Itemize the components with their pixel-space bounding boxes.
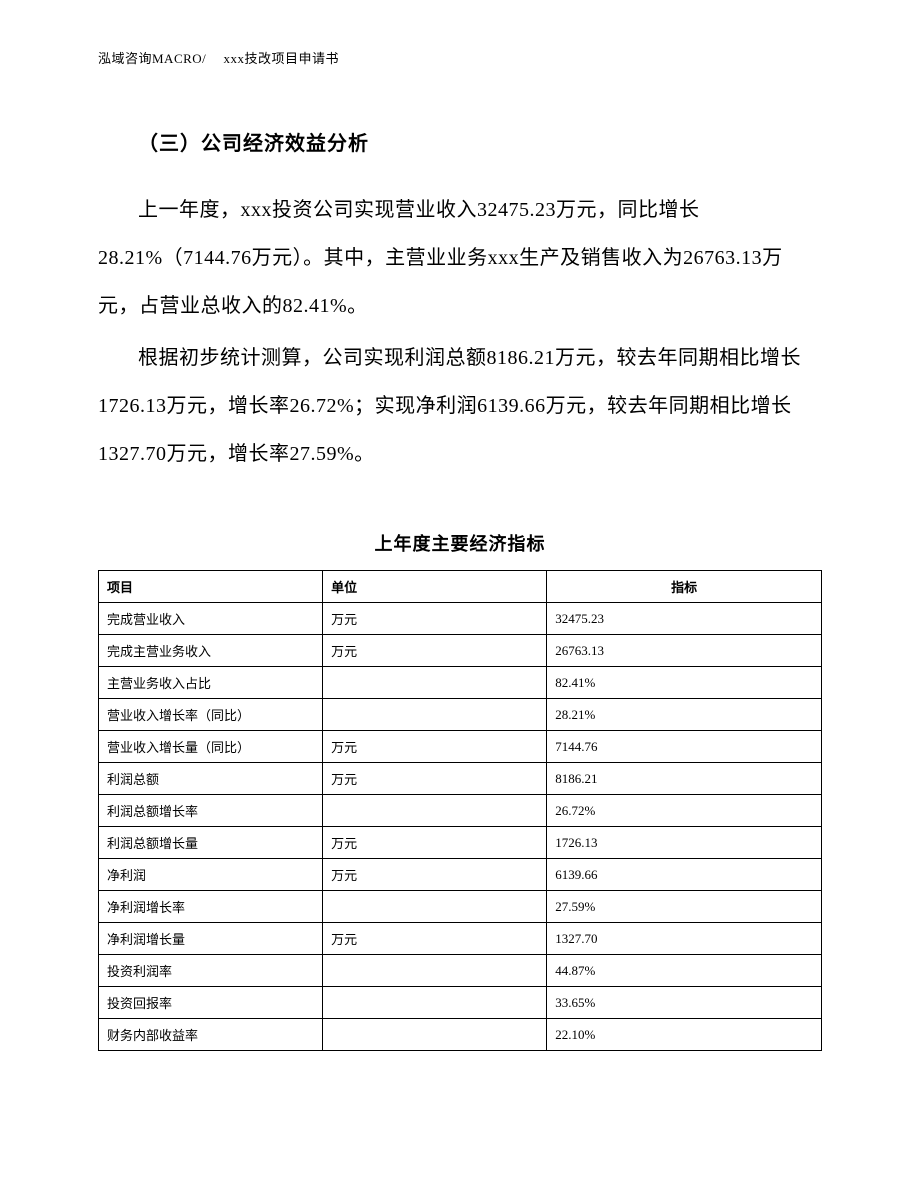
table-cell: 营业收入增长率（同比） bbox=[99, 699, 323, 731]
table-cell: 44.87% bbox=[547, 955, 822, 987]
table-row: 投资利润率 44.87% bbox=[99, 955, 822, 987]
paragraph-1: 上一年度，xxx投资公司实现营业收入32475.23万元，同比增长28.21%（… bbox=[98, 186, 822, 330]
table-row: 完成营业收入万元32475.23 bbox=[99, 603, 822, 635]
table-cell bbox=[323, 955, 547, 987]
table-cell: 22.10% bbox=[547, 1019, 822, 1051]
table-row: 利润总额增长率 26.72% bbox=[99, 795, 822, 827]
table-cell bbox=[323, 667, 547, 699]
table-row: 营业收入增长率（同比） 28.21% bbox=[99, 699, 822, 731]
table-header-project: 项目 bbox=[99, 571, 323, 603]
table-cell bbox=[323, 1019, 547, 1051]
table-row: 投资回报率 33.65% bbox=[99, 987, 822, 1019]
table-cell: 财务内部收益率 bbox=[99, 1019, 323, 1051]
table-cell: 万元 bbox=[323, 763, 547, 795]
table-row: 净利润增长率 27.59% bbox=[99, 891, 822, 923]
table-cell: 完成营业收入 bbox=[99, 603, 323, 635]
table-cell bbox=[323, 699, 547, 731]
table-cell: 万元 bbox=[323, 603, 547, 635]
table-cell: 26.72% bbox=[547, 795, 822, 827]
section-title: （三）公司经济效益分析 bbox=[98, 127, 822, 156]
table-cell: 净利润增长率 bbox=[99, 891, 323, 923]
table-cell: 利润总额增长率 bbox=[99, 795, 323, 827]
table-row: 主营业务收入占比 82.41% bbox=[99, 667, 822, 699]
table-cell: 投资利润率 bbox=[99, 955, 323, 987]
table-cell: 8186.21 bbox=[547, 763, 822, 795]
table-cell: 1327.70 bbox=[547, 923, 822, 955]
table-body: 完成营业收入万元32475.23完成主营业务收入万元26763.13主营业务收入… bbox=[99, 603, 822, 1051]
table-cell: 27.59% bbox=[547, 891, 822, 923]
table-cell bbox=[323, 987, 547, 1019]
table-cell: 82.41% bbox=[547, 667, 822, 699]
table-cell: 完成主营业务收入 bbox=[99, 635, 323, 667]
economic-indicators-table: 项目 单位 指标 完成营业收入万元32475.23完成主营业务收入万元26763… bbox=[98, 570, 822, 1051]
table-cell bbox=[323, 795, 547, 827]
table-cell: 6139.66 bbox=[547, 859, 822, 891]
table-cell: 万元 bbox=[323, 827, 547, 859]
table-cell: 33.65% bbox=[547, 987, 822, 1019]
table-cell: 28.21% bbox=[547, 699, 822, 731]
table-cell: 32475.23 bbox=[547, 603, 822, 635]
table-cell bbox=[323, 891, 547, 923]
table-title: 上年度主要经济指标 bbox=[98, 530, 822, 556]
table-header-indicator: 指标 bbox=[547, 571, 822, 603]
table-cell: 利润总额 bbox=[99, 763, 323, 795]
table-cell: 万元 bbox=[323, 731, 547, 763]
table-cell: 净利润 bbox=[99, 859, 323, 891]
table-cell: 净利润增长量 bbox=[99, 923, 323, 955]
table-header-unit: 单位 bbox=[323, 571, 547, 603]
table-row: 完成主营业务收入万元26763.13 bbox=[99, 635, 822, 667]
document-header: 泓域咨询MACRO/ xxx技改项目申请书 bbox=[98, 48, 822, 67]
table-cell: 万元 bbox=[323, 859, 547, 891]
table-cell: 1726.13 bbox=[547, 827, 822, 859]
table-row: 净利润增长量万元1327.70 bbox=[99, 923, 822, 955]
table-cell: 主营业务收入占比 bbox=[99, 667, 323, 699]
table-cell: 万元 bbox=[323, 923, 547, 955]
table-row: 利润总额增长量万元1726.13 bbox=[99, 827, 822, 859]
table-row: 利润总额万元8186.21 bbox=[99, 763, 822, 795]
paragraph-2: 根据初步统计测算，公司实现利润总额8186.21万元，较去年同期相比增长1726… bbox=[98, 334, 822, 478]
table-row: 财务内部收益率 22.10% bbox=[99, 1019, 822, 1051]
table-cell: 26763.13 bbox=[547, 635, 822, 667]
table-header-row: 项目 单位 指标 bbox=[99, 571, 822, 603]
table-cell: 投资回报率 bbox=[99, 987, 323, 1019]
table-cell: 利润总额增长量 bbox=[99, 827, 323, 859]
table-cell: 万元 bbox=[323, 635, 547, 667]
table-cell: 7144.76 bbox=[547, 731, 822, 763]
table-cell: 营业收入增长量（同比） bbox=[99, 731, 323, 763]
table-row: 净利润万元6139.66 bbox=[99, 859, 822, 891]
table-row: 营业收入增长量（同比）万元7144.76 bbox=[99, 731, 822, 763]
